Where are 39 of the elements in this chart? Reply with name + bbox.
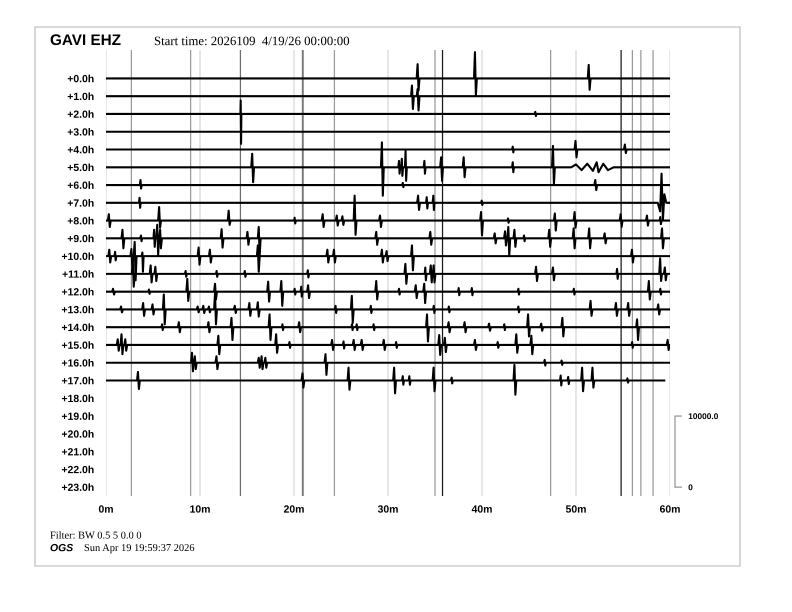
y-tick-label: +8.0h bbox=[68, 216, 94, 224]
chart-title: GAVI EHZ bbox=[50, 34, 121, 46]
x-tick-label: 20m bbox=[284, 505, 304, 513]
x-tick-label: 10m bbox=[190, 505, 210, 513]
chart-subtitle: Start time: 2026109 4/19/26 00:00:00 bbox=[154, 36, 350, 46]
y-tick-label: +14.0h bbox=[62, 323, 94, 332]
y-tick-label: +21.0h bbox=[62, 448, 94, 456]
y-tick-label: +20.0h bbox=[62, 430, 94, 438]
x-tick-label: 60m bbox=[660, 505, 680, 513]
y-tick-label: +11.0h bbox=[62, 270, 94, 278]
y-tick-label: +2.0h bbox=[68, 110, 94, 118]
y-tick-label: +16.0h bbox=[62, 358, 94, 367]
y2-tick-label: 10000.0 bbox=[688, 413, 718, 420]
y-tick-label: +7.0h bbox=[68, 199, 94, 207]
x-tick-label: 40m bbox=[472, 505, 492, 513]
y-tick-label: +0.0h bbox=[68, 74, 94, 82]
y-tick-label: +15.0h bbox=[62, 341, 94, 349]
y-tick-label: +23.0h bbox=[62, 483, 94, 492]
y-tick-label: +6.0h bbox=[68, 181, 94, 189]
y-tick-label: +9.0h bbox=[68, 234, 94, 242]
y-tick-label: +1.0h bbox=[68, 92, 94, 100]
y-tick-label: +17.0h bbox=[62, 376, 94, 384]
line-series bbox=[106, 141, 670, 197]
y2-tick-label: 0 bbox=[688, 484, 692, 490]
y-tick-label: +19.0h bbox=[62, 412, 94, 420]
y-tick-label: +12.0h bbox=[62, 288, 94, 296]
text: Filter: BW 0.5 5 0.0 0 bbox=[50, 531, 142, 539]
x-tick-label: 50m bbox=[566, 505, 586, 513]
y-tick-label: +22.0h bbox=[62, 466, 94, 474]
x-tick-label: 0m bbox=[98, 505, 113, 513]
text: Sun Apr 19 19:59:37 2026 bbox=[84, 544, 194, 554]
y-tick-label: +4.0h bbox=[68, 146, 94, 154]
x-tick-label: 30m bbox=[378, 505, 398, 513]
text: OGS bbox=[50, 544, 74, 552]
y-tick-label: +3.0h bbox=[68, 128, 94, 136]
y-tick-label: +10.0h bbox=[62, 252, 94, 260]
y-tick-label: +5.0h bbox=[68, 164, 94, 172]
y-tick-label: +18.0h bbox=[62, 394, 94, 402]
y-tick-label: +13.0h bbox=[62, 306, 94, 314]
